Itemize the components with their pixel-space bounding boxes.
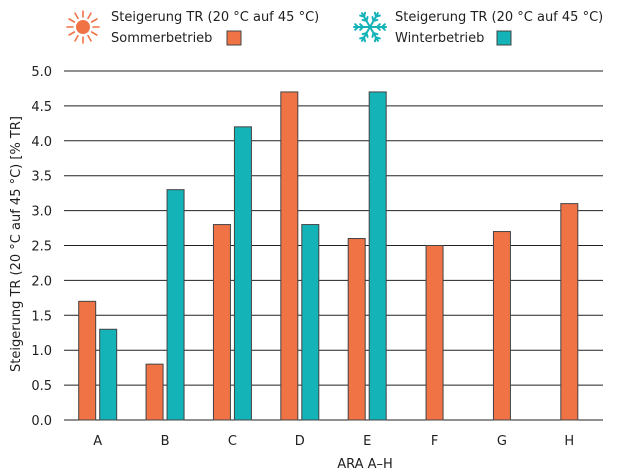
sun-icon: [66, 10, 100, 44]
y-tick-label: 4.5: [31, 100, 52, 115]
legend-item-winter: Steigerung TR (20 °C auf 45 °C) Winterbe…: [353, 10, 603, 46]
x-tick-label-D: D: [295, 434, 305, 449]
legend-sommer-line2: Sommerbetrieb: [111, 31, 212, 46]
gridlines: [64, 70, 603, 421]
bar-sommer-G: [492, 231, 511, 421]
legend-winter-swatch: [496, 30, 512, 46]
bar-winter-E: [368, 91, 387, 421]
bar-sommer-A: [78, 300, 97, 421]
bars: [78, 91, 579, 421]
y-axis-tick-labels: 0.0 0.5 1.0 1.5 2.0 2.5 3.0 3.5 4.0 4.5 5.0: [31, 65, 52, 429]
x-tick-label-F: F: [431, 434, 438, 449]
y-tick-label: 3.5: [31, 170, 52, 185]
snowflake-icon: [353, 11, 387, 43]
bar-winter-B: [166, 189, 185, 421]
x-axis-tick-labels: A B C D E F G H: [93, 434, 574, 449]
bar-sommer-E: [347, 238, 366, 421]
y-tick-label: 2.0: [31, 274, 52, 289]
x-tick-label-B: B: [161, 434, 170, 449]
legend-winter-line1: Steigerung TR (20 °C auf 45 °C): [395, 10, 603, 25]
legend-sommer-swatch: [226, 30, 242, 46]
bar-sommer-C: [212, 224, 231, 421]
y-tick-label: 2.5: [31, 240, 52, 255]
x-tick-label-G: G: [497, 434, 507, 449]
legend: Steigerung TR (20 °C auf 45 °C) Sommerbe…: [66, 10, 603, 46]
legend-winter-line2: Winterbetrieb: [395, 31, 484, 46]
y-tick-label: 3.0: [31, 205, 52, 220]
x-tick-label-H: H: [564, 434, 574, 449]
y-axis-title: Steigerung TR (20 °C auf 45 °C) [% TR]: [9, 116, 24, 372]
y-tick-label: 1.5: [31, 309, 52, 324]
y-tick-label: 5.0: [31, 65, 52, 80]
y-tick-label: 4.0: [31, 135, 52, 150]
x-tick-label-A: A: [93, 434, 102, 449]
bar-sommer-B: [145, 363, 164, 421]
legend-sommer-line1: Steigerung TR (20 °C auf 45 °C): [111, 10, 319, 25]
bar-sommer-F: [425, 245, 444, 421]
bar-winter-C: [233, 126, 252, 421]
x-tick-label-E: E: [363, 434, 371, 449]
y-tick-label: 1.0: [31, 344, 52, 359]
bar-winter-D: [301, 224, 320, 421]
bar-sommer-D: [280, 91, 299, 421]
bar-winter-A: [99, 328, 118, 421]
y-tick-label: 0.0: [31, 414, 52, 429]
y-tick-label: 0.5: [31, 379, 52, 394]
bar-sommer-H: [560, 203, 579, 421]
x-axis-title: ARA A–H: [337, 457, 393, 472]
legend-item-sommer: Steigerung TR (20 °C auf 45 °C) Sommerbe…: [66, 10, 319, 46]
x-tick-label-C: C: [228, 434, 237, 449]
